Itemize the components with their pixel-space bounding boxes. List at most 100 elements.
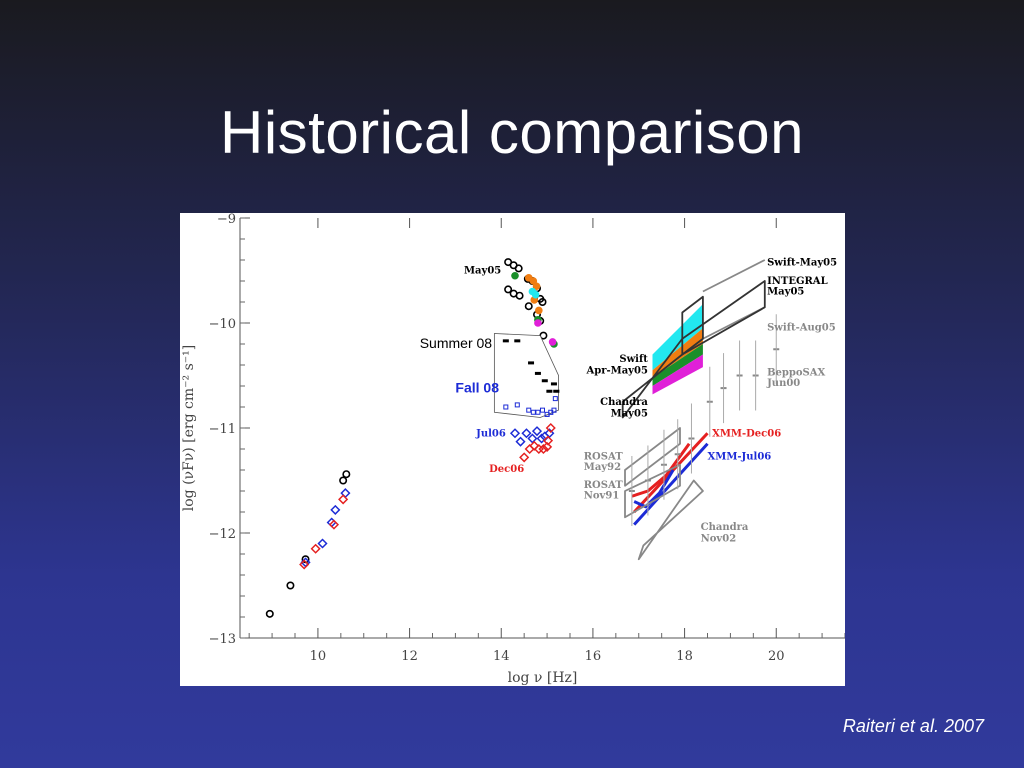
inset-point (546, 389, 553, 393)
spectrum-label: Nov02 (701, 533, 737, 544)
spectrum-label: Apr-May05 (585, 365, 647, 376)
data-point (330, 504, 341, 515)
data-point (535, 306, 543, 315)
spectrum-label: Chandra (600, 397, 648, 408)
inset-point (528, 361, 535, 365)
data-point (531, 290, 540, 299)
spectral-band (652, 304, 703, 371)
x-tick-label: 14 (493, 649, 510, 664)
spectrum-label: XMM-Dec06 (712, 428, 781, 439)
inset-point (540, 407, 545, 413)
spectral-band (652, 344, 703, 386)
spectrum-line (633, 469, 675, 509)
y-tick-label: −11 (209, 422, 236, 437)
y-tick-label: −12 (209, 527, 236, 542)
spectrum-label: May05 (464, 266, 501, 277)
spectral-band (652, 328, 703, 378)
axes-layer: 10 12 14 16 18 20 −13 −12 −11 −10 −9 (209, 213, 845, 664)
spectrum-label: Dec06 (489, 464, 524, 475)
inset-point (514, 339, 521, 343)
data-point (342, 470, 351, 479)
data-point (545, 422, 556, 434)
spectral-band (652, 354, 703, 395)
inset-label: Summer 08 (420, 335, 493, 351)
data-point (536, 433, 547, 444)
spectrum-label: Swift-Aug05 (767, 322, 836, 333)
data-point (310, 543, 321, 554)
inset-point (526, 407, 532, 413)
x-tick-label: 16 (585, 649, 602, 664)
x-tick-label: 20 (768, 649, 785, 664)
data-point (509, 428, 521, 439)
x-tick-label: 12 (401, 649, 418, 664)
inset-point (502, 339, 509, 343)
data-point (538, 443, 549, 455)
data-point (299, 559, 310, 570)
inset-label: Fall 08 (455, 379, 499, 395)
spectrum-label: Swift (619, 354, 648, 365)
data-point (265, 609, 274, 618)
inset-point (550, 382, 557, 386)
data-point (515, 291, 524, 300)
data-point (338, 494, 349, 505)
y-axis-label: log (νFν) [erg cm⁻² s⁻¹] (181, 345, 197, 512)
overlay-layer: Summer 08 Fall 08 (420, 333, 560, 418)
slide-title: Historical comparison (219, 99, 804, 166)
figure-panel: 10 12 14 16 18 20 −13 −12 −11 −10 −9 May05 Jul06 Dec… (180, 213, 845, 686)
inset-box (493, 333, 559, 418)
data-point (339, 476, 348, 485)
data-point (504, 285, 513, 294)
spectrum-line (702, 259, 766, 293)
spectrum-label: Nov91 (584, 490, 620, 501)
spectrum-line (633, 442, 709, 526)
spectrum-label: ROSAT (584, 480, 623, 491)
data-point (542, 435, 554, 446)
citation: Raiteri et al. 2007 (842, 716, 984, 736)
spectrum-label: BeppoSAX (767, 368, 825, 379)
data-point (548, 338, 557, 346)
x-tick-label: 18 (676, 649, 693, 664)
data-point (519, 452, 530, 463)
y-tick-label: −13 (209, 632, 236, 647)
spectrum-label: XMM-Jul06 (708, 452, 772, 463)
spectrum-label: Jul06 (475, 428, 506, 439)
spectrum-bowtie (624, 427, 681, 487)
sed-chart: 10 12 14 16 18 20 −13 −12 −11 −10 −9 May05 Jul06 Dec… (181, 213, 845, 686)
data-point (532, 282, 541, 291)
inset-point (552, 396, 558, 402)
spectrum-label: Swift-May05 (767, 257, 837, 268)
spectrum-label: ROSAT (584, 452, 623, 463)
data-point (515, 436, 526, 447)
data-point (527, 433, 538, 444)
data-point (542, 441, 553, 452)
x-tick-label: 10 (310, 649, 327, 664)
spectrum-label: May92 (584, 462, 621, 473)
inset-point (553, 389, 560, 393)
data-point (521, 428, 532, 439)
bands-layer (652, 304, 703, 395)
data-point (514, 264, 523, 273)
data-point (317, 538, 328, 549)
spectrum-bowtie (637, 479, 704, 561)
inset-point (534, 371, 541, 375)
data-point (286, 581, 295, 590)
data-point (524, 302, 533, 311)
annot-layer: May05Jul06Dec06Swift-May05INTEGRALMay05S… (464, 257, 837, 544)
data-point (534, 319, 542, 327)
spectrum-label: May05 (611, 408, 648, 419)
data-point (529, 440, 540, 451)
spectrum-label: Jun00 (766, 378, 800, 389)
spectrum-bowtie (681, 295, 704, 356)
spectrum-label: May05 (767, 287, 804, 298)
data-point (531, 426, 543, 437)
lines-layer (621, 259, 766, 561)
data-point (538, 298, 547, 307)
spectrum-label: INTEGRAL (767, 276, 828, 287)
spectrum-label: Chandra (701, 522, 749, 533)
data-point (328, 519, 340, 530)
x-axis-label: log ν [Hz] (508, 670, 578, 686)
inset-point (535, 409, 541, 415)
y-tick-label: −9 (217, 213, 236, 227)
inset-point (530, 409, 536, 415)
inset-point (541, 379, 548, 383)
